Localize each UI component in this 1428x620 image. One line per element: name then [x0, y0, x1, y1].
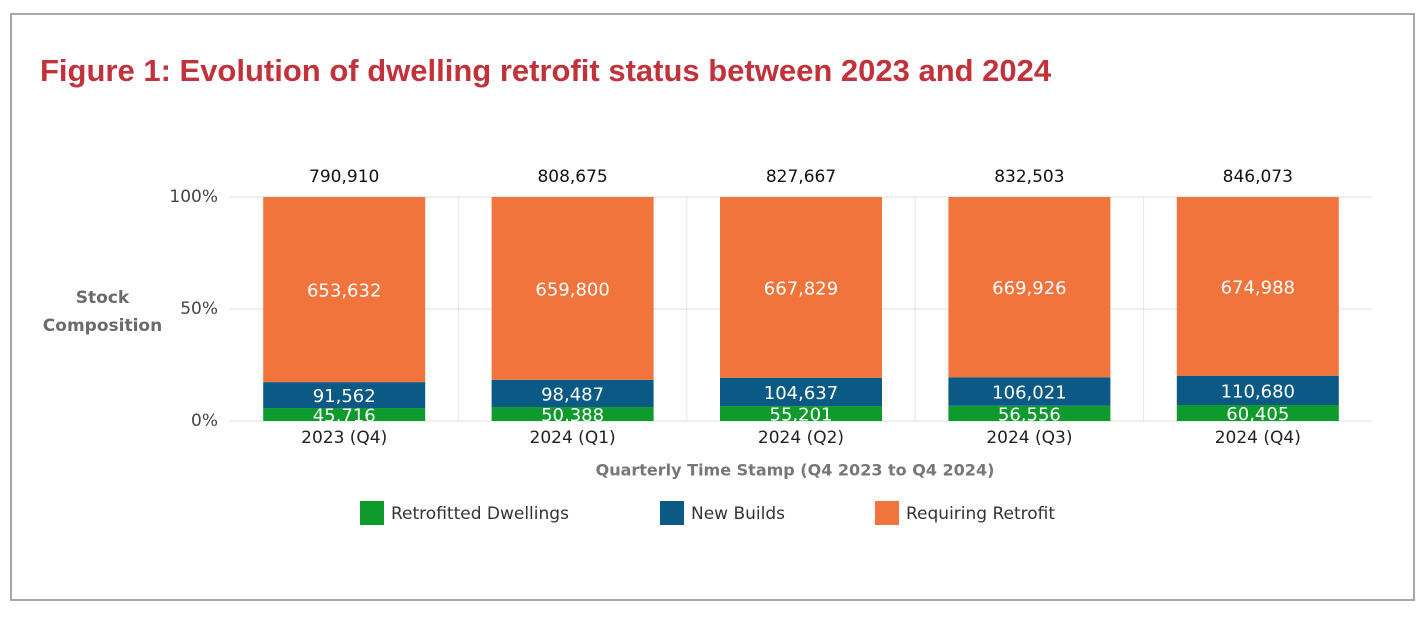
total-label: 827,667 [766, 167, 836, 187]
bar-segment [263, 197, 426, 383]
data-label: 110,680 [1221, 381, 1295, 402]
bar-segment [720, 377, 882, 407]
data-label: 45,716 [313, 406, 376, 427]
data-label: 104,637 [764, 383, 838, 404]
x-tick-label: 2024 (Q3) [986, 428, 1072, 448]
bar-segment [491, 407, 654, 421]
bar-segment [1176, 197, 1339, 376]
x-tick-label: 2024 (Q1) [530, 428, 616, 448]
data-label: 60,405 [1226, 404, 1289, 425]
legend-swatch [660, 501, 684, 525]
bar-segment [720, 406, 882, 421]
data-label: 669,926 [992, 278, 1066, 299]
data-label: 659,800 [535, 279, 609, 300]
bar-segment [948, 405, 1111, 421]
bar-segment [948, 377, 1111, 406]
legend-label: Requiring Retrofit [906, 504, 1055, 524]
bar-segment [263, 382, 426, 409]
total-label: 832,503 [994, 167, 1064, 187]
data-label: 106,021 [992, 383, 1066, 404]
data-label: 91,562 [313, 386, 376, 407]
x-axis-title: Quarterly Time Stamp (Q4 2023 to Q4 2024… [596, 461, 995, 480]
legend-swatch [360, 501, 384, 525]
data-label: 56,556 [998, 404, 1061, 425]
y-tick-label: 0% [191, 411, 218, 431]
data-label: 674,988 [1221, 277, 1295, 298]
data-label: 667,829 [764, 278, 838, 299]
x-tick-label: 2023 (Q4) [301, 428, 387, 448]
legend-label: Retrofitted Dwellings [391, 504, 569, 524]
bar-segment [948, 197, 1111, 378]
legend-swatch [875, 501, 899, 525]
total-label: 790,910 [309, 167, 379, 187]
bar-segment [720, 197, 882, 378]
bar-segment [1176, 405, 1339, 421]
y-tick-label: 50% [180, 299, 218, 319]
total-label: 808,675 [537, 167, 607, 187]
data-label: 50,388 [541, 405, 604, 426]
bar-segment [263, 408, 426, 421]
x-tick-label: 2024 (Q2) [758, 428, 844, 448]
x-tick-label: 2024 (Q4) [1215, 428, 1301, 448]
data-label: 55,201 [770, 405, 833, 426]
data-label: 653,632 [307, 281, 381, 302]
legend-label: New Builds [691, 504, 785, 524]
y-axis-title: Stock Composition [42, 288, 163, 336]
bar-segment [491, 379, 654, 408]
chart-title: Figure 1: Evolution of dwelling retrofit… [40, 53, 1052, 88]
y-tick-label: 100% [169, 187, 218, 207]
total-label: 846,073 [1223, 167, 1293, 187]
data-label: 98,487 [541, 384, 604, 405]
bar-segment [491, 197, 654, 380]
bar-segment [1176, 375, 1339, 406]
